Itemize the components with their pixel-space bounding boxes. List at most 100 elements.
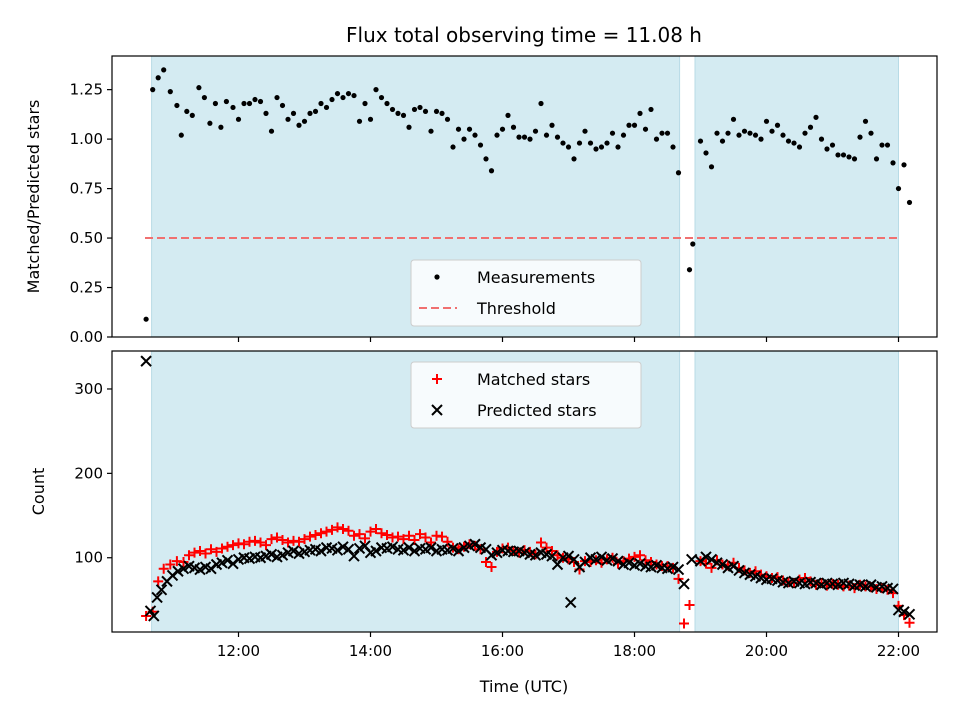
measurement-point xyxy=(184,108,190,115)
measurement-point xyxy=(230,104,236,111)
measurement-point xyxy=(150,87,156,93)
matched-star-point xyxy=(165,559,176,570)
measurement-point xyxy=(708,164,715,170)
measurement-point xyxy=(433,108,440,115)
measurement-point xyxy=(587,140,594,146)
measurement-point xyxy=(593,146,599,152)
measurement-point xyxy=(791,140,797,146)
measurement-point xyxy=(890,160,896,166)
matched-star-point xyxy=(789,578,799,589)
measurement-point xyxy=(769,128,775,134)
measurement-point xyxy=(807,124,814,130)
measurement-point xyxy=(307,110,313,116)
matched-star-point xyxy=(398,534,409,545)
measurement-point xyxy=(461,136,467,142)
measurement-point xyxy=(389,106,396,113)
matched-star-point xyxy=(415,529,425,540)
measurement-point xyxy=(835,152,841,158)
measurement-point xyxy=(161,67,167,73)
matched-star-point xyxy=(184,550,194,561)
bottom-y-axis-label: Count xyxy=(29,468,48,516)
predicted-star-point xyxy=(546,550,558,562)
measurement-point xyxy=(648,106,654,113)
top-legend: Measurements Threshold xyxy=(410,259,642,327)
legend-predicted-marker xyxy=(431,404,443,416)
matched-star-point xyxy=(250,535,260,546)
predicted-star-point xyxy=(685,553,698,566)
measurement-point xyxy=(384,100,390,107)
x-axis-label: Time (UTC) xyxy=(479,677,568,696)
measurement-point xyxy=(312,108,319,115)
y-tick-label: 200 xyxy=(74,464,103,482)
measurement-point xyxy=(686,267,693,273)
matched-star-point xyxy=(382,529,392,540)
matched-star-point xyxy=(217,543,227,554)
measurement-point xyxy=(477,142,484,148)
predicted-star-point xyxy=(144,605,157,617)
measurement-point xyxy=(626,122,632,128)
predicted-star-point xyxy=(903,608,916,620)
matched-star-point xyxy=(266,534,277,545)
matched-star-point xyxy=(684,599,695,610)
x-tick-label: 12:00 xyxy=(217,642,260,660)
measurement-point xyxy=(752,132,759,138)
measurement-point xyxy=(780,132,786,138)
measurement-point xyxy=(257,98,264,105)
measurement-point xyxy=(802,130,808,136)
matched-star-point xyxy=(327,524,337,535)
top-y-axis-label: Matched/Predicted stars xyxy=(24,100,43,294)
top-panel: 0.00 0.25 0.50 0.75 1.00 1.25 Matched/Predicte… xyxy=(24,55,938,346)
predicted-star-point xyxy=(155,584,168,596)
measurement-point xyxy=(450,144,456,150)
measurement-point xyxy=(741,128,748,134)
measurement-point xyxy=(697,138,704,144)
measurement-point xyxy=(576,140,583,146)
predicted-star-point xyxy=(425,541,437,554)
measurement-point xyxy=(367,116,374,122)
measurement-point xyxy=(143,316,149,322)
measurement-point xyxy=(422,108,429,115)
measurement-point xyxy=(642,126,649,132)
legend-matched-marker xyxy=(432,374,442,384)
predicted-star-point xyxy=(595,551,608,563)
measurement-point xyxy=(483,156,489,162)
matched-star-point xyxy=(239,539,249,550)
matched-star-point xyxy=(426,537,436,548)
predicted-star-point xyxy=(469,538,481,550)
measurement-point xyxy=(527,136,533,142)
matched-star-point xyxy=(706,562,717,573)
matched-star-point xyxy=(211,546,222,557)
measurement-point xyxy=(417,104,423,111)
predicted-star-point xyxy=(348,550,360,562)
measurement-point xyxy=(189,112,195,118)
measurements-series xyxy=(143,67,913,322)
measurement-point xyxy=(615,144,621,150)
measurement-point xyxy=(664,130,671,136)
y-tick-label: 100 xyxy=(74,549,103,567)
y-tick-label: 0.75 xyxy=(70,180,103,198)
matched-star-point xyxy=(679,618,689,629)
measurement-point xyxy=(690,241,696,247)
matched-star-point xyxy=(635,550,645,561)
measurement-point xyxy=(499,126,506,132)
matched-star-point xyxy=(904,617,915,628)
measurement-point xyxy=(439,110,445,116)
measurement-point xyxy=(829,142,836,148)
measurement-point xyxy=(813,114,819,120)
legend-box xyxy=(410,361,642,429)
measurement-point xyxy=(774,122,781,128)
measurement-point xyxy=(207,120,213,126)
measurement-point xyxy=(703,150,709,156)
x-tick-label: 22:00 xyxy=(877,642,920,660)
measurement-point xyxy=(818,136,825,142)
measurement-point xyxy=(582,128,588,134)
measurement-point xyxy=(659,130,665,136)
predicted-star-point xyxy=(148,610,160,622)
legend-box xyxy=(410,259,642,327)
matched-star-point xyxy=(189,547,200,558)
measurement-point xyxy=(895,185,902,192)
measurement-point xyxy=(290,110,297,116)
legend-measurement-marker xyxy=(434,274,440,280)
measurement-point xyxy=(329,96,335,103)
measurement-point xyxy=(763,118,770,124)
